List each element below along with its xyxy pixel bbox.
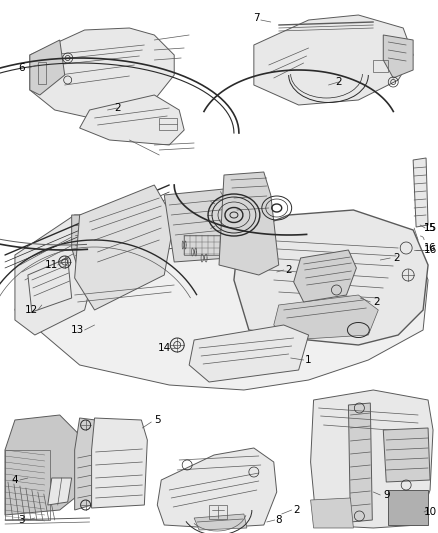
Text: 8: 8 [276, 515, 282, 525]
Text: 16: 16 [424, 245, 437, 255]
Bar [373, 60, 388, 72]
Polygon shape [234, 210, 428, 345]
Polygon shape [164, 185, 269, 262]
Polygon shape [74, 418, 95, 510]
Text: 6: 6 [18, 63, 25, 73]
Polygon shape [254, 15, 413, 105]
Text: 7: 7 [254, 13, 260, 23]
Text: 14: 14 [158, 343, 171, 353]
Bar [38, 62, 46, 84]
Text: 2: 2 [293, 505, 300, 515]
Polygon shape [48, 478, 72, 505]
Text: 15: 15 [424, 223, 436, 233]
Polygon shape [30, 40, 65, 95]
Text: 3: 3 [18, 515, 25, 525]
Bar [159, 118, 177, 130]
Text: 10: 10 [424, 507, 437, 517]
Text: 1: 1 [305, 355, 312, 365]
Polygon shape [28, 258, 72, 312]
Bar [184, 235, 239, 255]
Polygon shape [189, 325, 309, 382]
Text: 2: 2 [114, 103, 121, 113]
Text: 4: 4 [12, 475, 18, 485]
Text: 2: 2 [286, 265, 292, 275]
Text: 13: 13 [71, 325, 84, 335]
Polygon shape [157, 448, 277, 528]
Polygon shape [72, 215, 92, 268]
Text: 16: 16 [424, 243, 436, 253]
Polygon shape [274, 295, 378, 340]
Polygon shape [311, 390, 433, 528]
Polygon shape [194, 514, 247, 530]
Text: 5: 5 [154, 415, 161, 425]
Polygon shape [388, 490, 428, 525]
Bar [209, 505, 227, 519]
Text: 2: 2 [373, 297, 380, 307]
Polygon shape [30, 28, 174, 120]
Polygon shape [15, 230, 428, 390]
Text: 15: 15 [424, 223, 437, 233]
Polygon shape [92, 418, 147, 508]
Polygon shape [383, 35, 413, 78]
Polygon shape [348, 403, 372, 522]
Polygon shape [413, 158, 428, 227]
Polygon shape [219, 172, 279, 275]
Polygon shape [5, 415, 90, 515]
Text: 12: 12 [25, 305, 39, 315]
Polygon shape [311, 498, 353, 528]
Polygon shape [383, 428, 430, 482]
Text: 2: 2 [335, 77, 342, 87]
Text: 9: 9 [383, 490, 389, 500]
Polygon shape [15, 215, 99, 335]
Polygon shape [74, 185, 174, 310]
Text: 2: 2 [393, 253, 399, 263]
Text: 11: 11 [45, 260, 58, 270]
Polygon shape [293, 250, 357, 302]
Polygon shape [80, 95, 184, 145]
Bar [5, 450, 50, 520]
